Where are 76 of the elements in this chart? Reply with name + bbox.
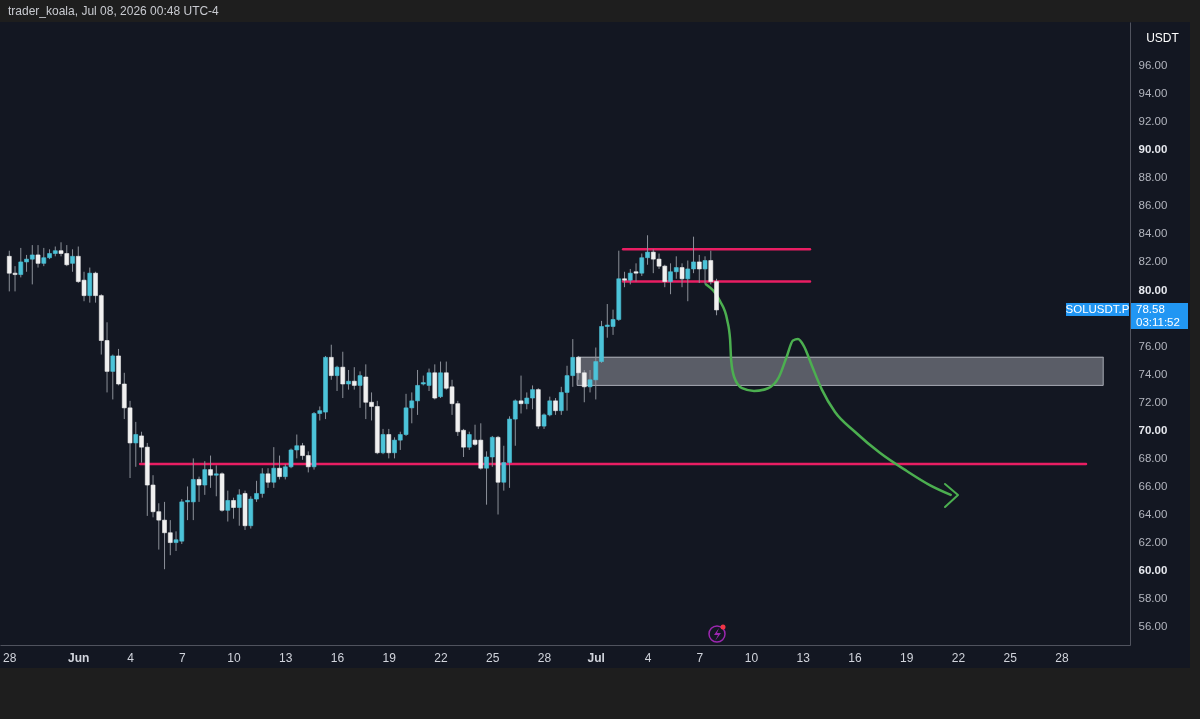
candlestick <box>346 369 351 391</box>
candlestick <box>87 267 93 304</box>
y-tick-label: 74.00 <box>1138 367 1168 380</box>
x-tick-label: 10 <box>227 650 242 665</box>
y-tick-label: 82.00 <box>1138 255 1168 268</box>
x-tick-label: 25 <box>486 650 500 665</box>
y-tick-label: 58.00 <box>1138 592 1168 605</box>
candlestick <box>696 254 702 284</box>
x-tick-label: 22 <box>434 650 449 665</box>
x-tick-label: 4 <box>127 650 135 665</box>
candlestick <box>466 431 472 451</box>
annotation: SOLUSDT.P <box>1065 302 1130 315</box>
x-tick-label: 28 <box>1055 650 1070 665</box>
candlestick <box>380 428 386 455</box>
candlestick <box>196 476 202 503</box>
candlestick <box>277 455 282 480</box>
candlestick <box>236 488 242 527</box>
candlestick <box>231 497 236 520</box>
x-tick-label: 13 <box>279 650 293 665</box>
candlestick <box>334 365 340 392</box>
x-tick-label: 19 <box>382 650 397 665</box>
y-tick-label: 70.00 <box>1138 423 1168 436</box>
y-tick-label: 72.00 <box>1138 395 1168 408</box>
candlestick <box>357 370 363 409</box>
y-tick-label: 66.00 <box>1138 479 1168 492</box>
x-tick-label: 4 <box>644 650 652 665</box>
text: 78.58 <box>1136 302 1165 315</box>
candlestick <box>35 244 41 269</box>
candlestick <box>271 446 277 489</box>
y-tick-label: 84.00 <box>1138 227 1168 240</box>
y-tick-label: 60.00 <box>1138 564 1168 577</box>
candlestick <box>340 351 346 399</box>
y-tick-label: 68.00 <box>1138 451 1168 464</box>
y-tick-label: 56.00 <box>1138 620 1168 633</box>
x-tick-label: 10 <box>744 650 759 665</box>
candlestick <box>328 344 334 381</box>
x-tick-label: 7 <box>178 650 186 665</box>
candlestick <box>225 490 231 523</box>
x-tick-label: 28 <box>3 650 17 665</box>
candlestick <box>702 255 708 285</box>
x-tick-label: 16 <box>848 650 863 665</box>
candlestick <box>518 375 524 414</box>
y-tick-label: 86.00 <box>1138 199 1168 212</box>
x-tick-label: 19 <box>900 650 914 665</box>
y-tick-label: 96.00 <box>1138 59 1168 71</box>
y-tick-label: 92.00 <box>1138 115 1168 128</box>
candlestick <box>213 464 219 497</box>
candlestick <box>633 262 639 283</box>
x-tick-label: Jun <box>68 650 90 665</box>
y-tick-label: 62.00 <box>1138 536 1168 549</box>
x-tick-label: 16 <box>330 650 345 665</box>
x-tick-label: 7 <box>696 650 704 665</box>
candlestick <box>202 460 208 496</box>
candlestick <box>208 455 213 489</box>
candlestick <box>351 366 357 391</box>
y-tick-label: 94.00 <box>1138 87 1168 100</box>
candlestick <box>133 421 139 468</box>
candlestick <box>110 354 116 400</box>
chart-title: trader_koala, Jul 08, 2026 00:48 UTC-4 <box>8 4 219 18</box>
y-tick-label: 88.00 <box>1138 171 1168 184</box>
x-tick-label: 25 <box>1003 650 1018 665</box>
y-axis-title: USDT <box>1146 30 1180 45</box>
y-tick-label: 64.00 <box>1138 508 1168 521</box>
candlestick <box>679 262 685 288</box>
candlestick <box>386 428 392 459</box>
x-tick-label: 28 <box>537 650 552 665</box>
candlestick <box>70 248 75 273</box>
text: 03:11:52 <box>1136 315 1180 328</box>
y-tick-label: 76.00 <box>1138 339 1168 352</box>
candlestick <box>438 361 443 399</box>
y-tick-label: 80.00 <box>1138 283 1168 296</box>
y-tick-label: 90.00 <box>1138 143 1168 156</box>
x-tick-label: Jul <box>587 650 605 665</box>
x-tick-label: 13 <box>796 650 811 665</box>
candlestick <box>265 467 271 489</box>
x-tick-label: 22 <box>951 650 966 665</box>
